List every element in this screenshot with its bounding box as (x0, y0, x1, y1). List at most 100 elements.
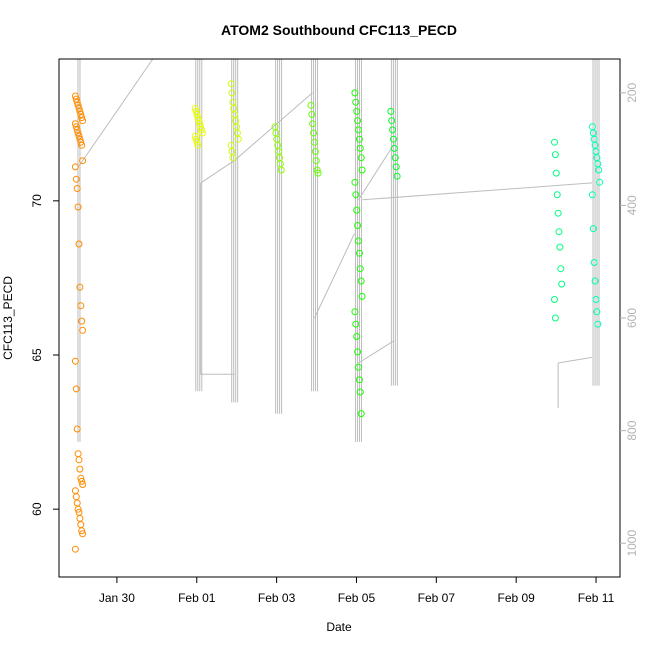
data-point (351, 89, 359, 97)
y-tick-label: 65 (30, 348, 44, 362)
data-point (551, 151, 559, 159)
data-point (193, 111, 201, 118)
data-point (277, 166, 285, 174)
x-tick-label: Feb 05 (338, 591, 376, 605)
y-axis: 60 65 70 (30, 194, 59, 516)
data-point (311, 148, 319, 155)
data-point (77, 302, 85, 310)
data-point (71, 545, 79, 553)
data-point (193, 138, 201, 146)
data-point (555, 228, 563, 236)
x-axis-label: Date (326, 620, 352, 634)
data-point (558, 280, 566, 288)
transit-trace (78, 58, 154, 167)
data-point (554, 209, 562, 217)
data-point (71, 163, 79, 171)
data-point (79, 326, 87, 334)
y2-tick-label: 600 (625, 308, 639, 328)
data-point (74, 101, 82, 109)
data-point (75, 456, 83, 464)
transit-trace (362, 182, 593, 201)
transit-trace (200, 182, 235, 375)
data-point (76, 135, 84, 143)
y2-tick-label: 200 (625, 82, 639, 102)
y-tick-label: 70 (30, 194, 44, 208)
x-axis: Jan 30 Feb 01 Feb 03 Feb 05 Feb 07 Feb 09 Feb … (99, 577, 615, 605)
data-point (76, 283, 84, 291)
data-point (353, 206, 361, 214)
data-point (352, 98, 360, 106)
transit-trace (200, 92, 313, 184)
x-tick-label: Feb 07 (418, 591, 456, 605)
data-point (595, 166, 603, 174)
data-point (354, 222, 362, 229)
data-point (390, 144, 398, 152)
data-point (594, 320, 602, 328)
data-point (355, 249, 363, 257)
data-point (72, 175, 80, 183)
data-point (358, 166, 366, 174)
data-point (192, 135, 200, 143)
data-point (72, 385, 80, 393)
data-point (355, 126, 362, 134)
data-point (593, 308, 601, 316)
data-point (358, 292, 366, 300)
data-point (588, 191, 596, 199)
x-tick-label: Feb 11 (578, 591, 615, 605)
x-tick-label: Feb 09 (498, 591, 536, 605)
data-point (353, 333, 361, 340)
data-point (229, 154, 237, 162)
y-axis-label: CFC113_PECD (1, 276, 15, 360)
data-point (77, 111, 85, 118)
data-point (357, 410, 365, 418)
data-point (78, 317, 86, 325)
data-point (194, 114, 202, 122)
data-point (351, 308, 359, 316)
pressure-trace-lines (77, 58, 600, 442)
transit-trace (358, 143, 395, 201)
plot-frame (58, 58, 621, 578)
data-point (72, 95, 80, 103)
data-point (77, 138, 85, 146)
data-point (192, 107, 200, 115)
data-point (356, 265, 364, 273)
data-point (78, 477, 86, 485)
data-point (390, 135, 397, 143)
data-point (79, 481, 87, 488)
data-point (556, 243, 564, 251)
data-point (387, 107, 395, 115)
data-point (196, 120, 204, 128)
data-point (231, 111, 239, 118)
data-point (392, 163, 400, 171)
data-point (552, 169, 560, 177)
data-point (79, 117, 87, 125)
data-point (71, 120, 79, 128)
data-point (76, 465, 84, 473)
data-point (78, 527, 86, 535)
data-point (273, 135, 281, 143)
data-point (355, 363, 362, 371)
data-point (74, 450, 82, 458)
data-point (73, 126, 81, 134)
chart-title: ATOM2 Southbound CFC113_PECD (221, 22, 457, 38)
data-point (276, 160, 284, 168)
data-point (311, 138, 318, 146)
data-point (389, 126, 397, 134)
transit-trace (358, 340, 395, 364)
data-point (77, 521, 85, 529)
data-point (191, 104, 199, 112)
data-point (553, 191, 561, 199)
data-point (198, 126, 205, 134)
data-point (79, 530, 87, 538)
data-point (73, 185, 81, 192)
data-point (76, 107, 84, 115)
data-point (590, 135, 598, 143)
data-point (73, 425, 81, 433)
data-point (351, 178, 359, 186)
data-point (388, 117, 396, 125)
data-point (71, 357, 79, 365)
data-point (596, 178, 604, 186)
data-point (76, 514, 84, 522)
y2-tick-label: 1000 (625, 530, 639, 557)
data-point (74, 129, 82, 137)
